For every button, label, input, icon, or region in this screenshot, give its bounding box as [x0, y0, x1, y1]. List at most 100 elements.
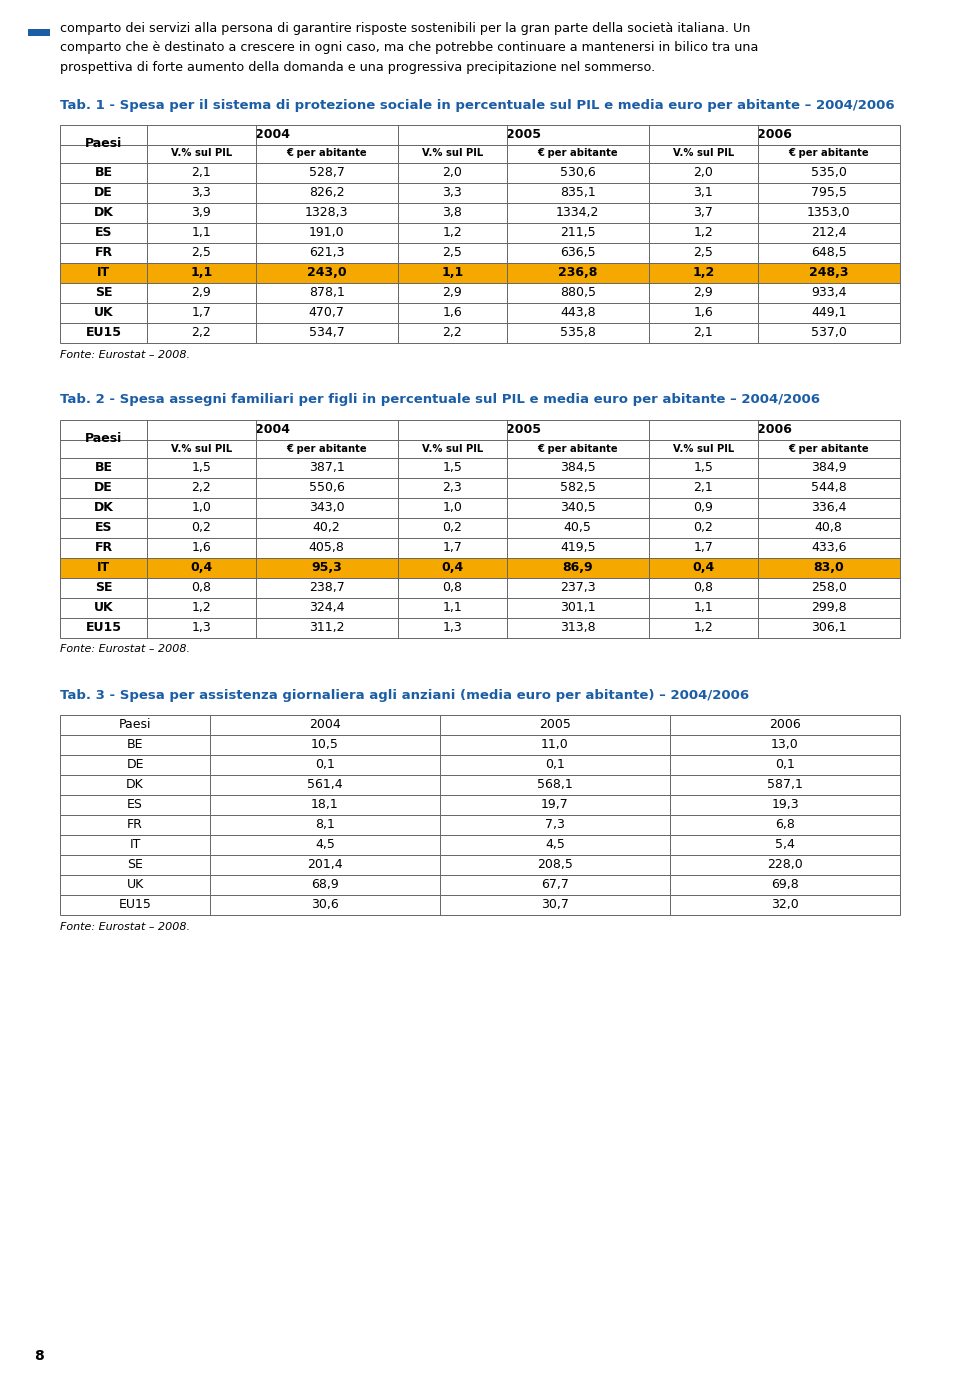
Text: 6,8: 6,8 [775, 819, 795, 831]
Text: 2006: 2006 [757, 129, 792, 141]
Text: 0,8: 0,8 [443, 581, 463, 594]
Text: 534,7: 534,7 [309, 326, 345, 339]
Text: SE: SE [95, 581, 112, 594]
Text: comparto dei servizi alla persona di garantire risposte sostenibili per la gran : comparto dei servizi alla persona di gar… [60, 22, 751, 35]
Text: 2,9: 2,9 [191, 286, 211, 299]
Text: 4,5: 4,5 [315, 838, 335, 851]
Text: 336,4: 336,4 [811, 502, 847, 514]
Text: € per abitante: € per abitante [286, 443, 367, 454]
Text: 2,3: 2,3 [443, 481, 462, 495]
Text: Paesi: Paesi [119, 718, 152, 731]
Text: 384,9: 384,9 [811, 461, 847, 474]
Text: 826,2: 826,2 [309, 186, 345, 198]
Text: 30,6: 30,6 [311, 898, 339, 911]
Text: 3,3: 3,3 [443, 186, 462, 198]
Text: BE: BE [127, 738, 143, 752]
Text: UK: UK [127, 877, 144, 891]
Text: 248,3: 248,3 [809, 265, 849, 279]
Text: 530,6: 530,6 [560, 166, 595, 179]
Text: 387,1: 387,1 [309, 461, 345, 474]
Text: 2,0: 2,0 [693, 166, 713, 179]
Text: 311,2: 311,2 [309, 622, 345, 634]
Text: 0,8: 0,8 [191, 581, 211, 594]
Text: 13,0: 13,0 [771, 738, 799, 752]
Text: 212,4: 212,4 [811, 226, 847, 239]
Text: € per abitante: € per abitante [538, 443, 618, 454]
Text: 2,2: 2,2 [191, 481, 211, 495]
Text: IT: IT [130, 838, 141, 851]
Text: 2,5: 2,5 [191, 246, 211, 258]
Text: 3,9: 3,9 [191, 205, 211, 219]
Text: 301,1: 301,1 [560, 601, 595, 615]
Text: V.% sul PIL: V.% sul PIL [421, 443, 483, 454]
Text: 3,8: 3,8 [443, 205, 462, 219]
Text: 933,4: 933,4 [811, 286, 847, 299]
Text: 3,7: 3,7 [693, 205, 713, 219]
Text: ES: ES [95, 226, 112, 239]
Text: EU15: EU15 [119, 898, 152, 911]
Text: 7,3: 7,3 [545, 819, 564, 831]
Text: 2,1: 2,1 [693, 481, 713, 495]
Text: 211,5: 211,5 [560, 226, 595, 239]
Text: 1,2: 1,2 [693, 622, 713, 634]
Text: prospettiva di forte aumento della domanda e una progressiva precipitazione nel : prospettiva di forte aumento della doman… [60, 61, 656, 74]
Text: 2,5: 2,5 [443, 246, 462, 258]
Text: 470,7: 470,7 [309, 306, 345, 319]
Text: Paesi: Paesi [84, 137, 122, 149]
Text: 1,2: 1,2 [693, 226, 713, 239]
Text: 19,7: 19,7 [541, 798, 569, 812]
Text: 1,2: 1,2 [191, 601, 211, 615]
Text: Tab. 1 - Spesa per il sistema di protezione sociale in percentuale sul PIL e med: Tab. 1 - Spesa per il sistema di protezi… [60, 99, 895, 112]
Text: 1,3: 1,3 [443, 622, 462, 634]
Text: 1353,0: 1353,0 [807, 205, 851, 219]
Text: 1,1: 1,1 [191, 226, 211, 239]
Text: 1,5: 1,5 [693, 461, 713, 474]
Text: 2005: 2005 [506, 129, 540, 141]
Text: 208,5: 208,5 [537, 858, 573, 870]
Text: 1334,2: 1334,2 [556, 205, 599, 219]
Text: 1,5: 1,5 [443, 461, 462, 474]
Text: 561,4: 561,4 [307, 778, 343, 791]
Text: 258,0: 258,0 [811, 581, 847, 594]
Text: 1,5: 1,5 [191, 461, 211, 474]
Text: 19,3: 19,3 [771, 798, 799, 812]
Text: 1,1: 1,1 [693, 601, 713, 615]
Text: UK: UK [94, 601, 113, 615]
Text: 299,8: 299,8 [811, 601, 847, 615]
Text: 2006: 2006 [757, 423, 792, 436]
Text: 2,1: 2,1 [693, 326, 713, 339]
Text: 340,5: 340,5 [560, 502, 595, 514]
Text: 544,8: 544,8 [811, 481, 847, 495]
Text: V.% sul PIL: V.% sul PIL [673, 443, 733, 454]
Text: 1,3: 1,3 [191, 622, 211, 634]
Text: 2006: 2006 [769, 718, 801, 731]
Text: DK: DK [93, 502, 113, 514]
Text: DK: DK [126, 778, 144, 791]
Text: EU15: EU15 [85, 326, 122, 339]
Text: 0,9: 0,9 [693, 502, 713, 514]
Text: BE: BE [94, 166, 112, 179]
Text: 2,1: 2,1 [191, 166, 211, 179]
Text: 343,0: 343,0 [309, 502, 345, 514]
Text: 535,0: 535,0 [811, 166, 847, 179]
Bar [60, 557, 900, 577]
Text: 0,1: 0,1 [545, 759, 564, 771]
Text: 443,8: 443,8 [560, 306, 595, 319]
Text: 86,9: 86,9 [563, 562, 593, 574]
Text: 11,0: 11,0 [541, 738, 569, 752]
Text: 3,1: 3,1 [693, 186, 713, 198]
Text: 313,8: 313,8 [560, 622, 595, 634]
Text: 0,1: 0,1 [775, 759, 795, 771]
Text: 582,5: 582,5 [560, 481, 596, 495]
Text: 237,3: 237,3 [560, 581, 595, 594]
Text: 0,1: 0,1 [315, 759, 335, 771]
Text: 1,0: 1,0 [443, 502, 462, 514]
Text: 95,3: 95,3 [311, 562, 342, 574]
Text: 18,1: 18,1 [311, 798, 339, 812]
Text: BE: BE [94, 461, 112, 474]
Text: 2,2: 2,2 [191, 326, 211, 339]
Text: 2,5: 2,5 [693, 246, 713, 258]
Text: 40,2: 40,2 [313, 521, 341, 534]
Text: 537,0: 537,0 [811, 326, 847, 339]
Text: 568,1: 568,1 [538, 778, 573, 791]
